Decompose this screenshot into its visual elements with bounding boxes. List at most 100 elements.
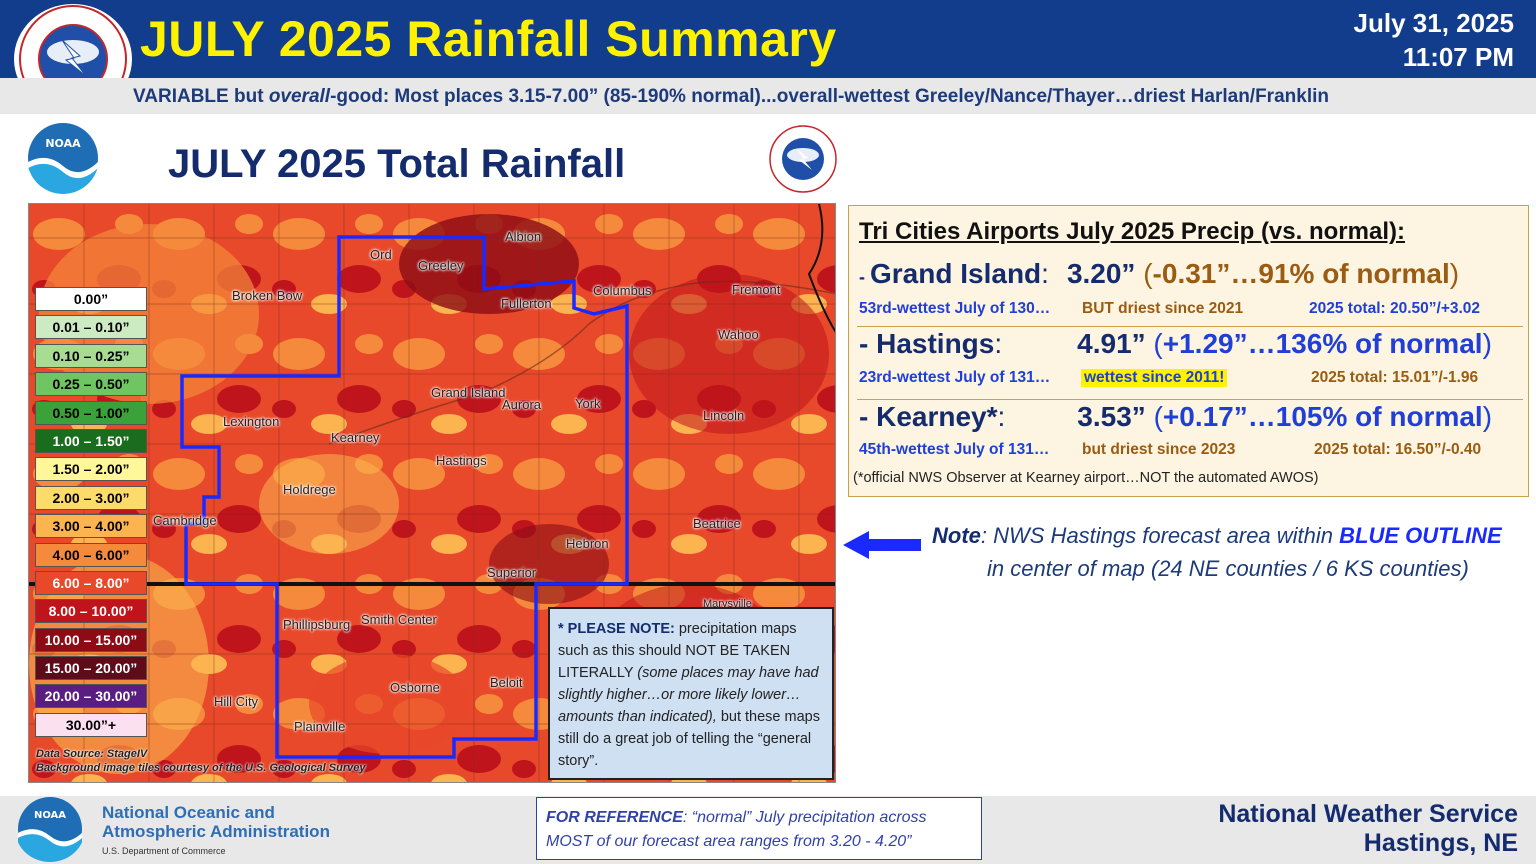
airport-value: 4.91” bbox=[1077, 328, 1146, 359]
forecast-area-outline bbox=[180, 235, 629, 759]
airport-rank: 45th-wettest July of 131… bbox=[859, 441, 1050, 458]
legend-item: 0.50 – 1.00” bbox=[35, 400, 147, 425]
forecast-area-note-line1: Note: NWS Hastings forecast area within … bbox=[932, 519, 1502, 552]
reference-box: FOR REFERENCE: “normal” July precipitati… bbox=[536, 797, 982, 860]
airport-dash: - bbox=[859, 267, 870, 287]
precip-disclaimer: * PLEASE NOTE: precipitation maps such a… bbox=[548, 607, 834, 780]
airport-departure: -0.31”…91% of normal bbox=[1152, 258, 1450, 289]
legend-item: 10.00 – 15.00” bbox=[35, 627, 147, 652]
city-label: Beatrice bbox=[693, 516, 741, 531]
airport-rank: 23rd-wettest July of 131… bbox=[859, 369, 1051, 386]
airport-paren-close: ) bbox=[1482, 328, 1492, 359]
header-bar bbox=[0, 0, 1536, 78]
city-label: Hill City bbox=[214, 694, 259, 709]
legend-item: 1.00 – 1.50” bbox=[35, 428, 147, 453]
legend-item: 1.50 – 2.00” bbox=[35, 457, 147, 482]
city-label: Lincoln bbox=[703, 408, 745, 423]
legend-item: 0.01 – 0.10” bbox=[35, 315, 147, 340]
subtitle-part-2: -good: Most places 3.15-7.00” (85-190% n… bbox=[330, 86, 1329, 107]
airport-stats-panel: Tri Cities Airports July 2025 Precip (vs… bbox=[848, 205, 1529, 497]
city-label: Superior bbox=[487, 565, 537, 580]
city-label: Osborne bbox=[390, 680, 440, 695]
disclaimer-text-2: but these maps still do a great job of t… bbox=[558, 709, 820, 769]
svg-text:NOAA: NOAA bbox=[45, 137, 81, 150]
airport-value: 3.53” bbox=[1077, 401, 1146, 432]
airport-paren-open: ( bbox=[1135, 258, 1153, 289]
disclaimer-text-1: precipitation maps such as this should N… bbox=[558, 621, 797, 681]
airport-line: - Kearney*: 3.53” (+0.17”…105% of normal) bbox=[859, 401, 1492, 433]
airport-value: 3.20” bbox=[1066, 258, 1136, 289]
reference-label: FOR REFERENCE bbox=[546, 809, 683, 826]
airport-colon: : bbox=[1041, 258, 1049, 289]
legend-item: 2.00 – 3.00” bbox=[35, 485, 147, 510]
date-time: July 31, 2025 11:07 PM bbox=[1354, 6, 1514, 74]
map-title: JULY 2025 Total Rainfall bbox=[168, 142, 626, 186]
legend-item: 8.00 – 10.00” bbox=[35, 599, 147, 624]
airport-paren-open: ( bbox=[1145, 401, 1163, 432]
legend-item: 0.10 – 0.25” bbox=[35, 343, 147, 368]
airport-note: but driest since 2023 bbox=[1082, 441, 1236, 458]
city-label: Holdrege bbox=[283, 482, 336, 497]
airport-paren-open: ( bbox=[1145, 328, 1163, 359]
legend-item: 20.00 – 30.00” bbox=[35, 684, 147, 709]
date-text: July 31, 2025 bbox=[1353, 8, 1514, 38]
noaa-footer-logo: NOAA bbox=[15, 796, 85, 862]
city-label: Smith Center bbox=[361, 612, 437, 627]
map-credit-tiles: Background image tiles courtesy of the U… bbox=[36, 762, 366, 774]
note-text: : NWS Hastings forecast area within bbox=[980, 523, 1340, 548]
city-label: Broken Bow bbox=[232, 288, 303, 303]
city-label: Albion bbox=[505, 229, 542, 244]
legend-item: 0.00” bbox=[35, 287, 147, 311]
city-label: Fullerton bbox=[501, 296, 552, 311]
airport-paren-close: ) bbox=[1449, 258, 1460, 289]
airport-dash: - bbox=[859, 328, 877, 359]
nws-office-line1: National Weather Service bbox=[1218, 800, 1518, 828]
airport-name: Grand Island bbox=[870, 258, 1042, 289]
disclaimer-italic: (some places may have had slightly highe… bbox=[558, 665, 819, 725]
airport-line: - Grand Island: 3.20” (-0.31”…91% of norm… bbox=[859, 258, 1459, 290]
city-label: Hastings bbox=[436, 453, 487, 468]
city-label: Ord bbox=[370, 247, 392, 262]
airport-total: 2025 total: 15.01”/-1.96 bbox=[1311, 369, 1479, 386]
nws-logo bbox=[14, 4, 132, 114]
airport-line: - Hastings: 4.91” (+1.29”…136% of normal) bbox=[859, 328, 1492, 360]
airport-total: 2025 total: 16.50”/-0.40 bbox=[1314, 441, 1482, 458]
airport-departure: +0.17”…105% of normal bbox=[1162, 401, 1483, 432]
subtitle-italic: overall bbox=[268, 86, 331, 107]
note-label: Note bbox=[932, 523, 981, 548]
time-text: 11:07 PM bbox=[1402, 42, 1514, 72]
airport-name: Hastings bbox=[876, 328, 995, 359]
airport-note: wettest since 2011! bbox=[1081, 369, 1228, 387]
city-label: Fremont bbox=[732, 282, 781, 297]
city-label: Beloit bbox=[490, 675, 523, 690]
airport-note: BUT driest since 2021 bbox=[1082, 300, 1244, 317]
noaa-agency-name: National Oceanic and Atmospheric Adminis… bbox=[102, 803, 330, 841]
airport-paren-close: ) bbox=[1482, 401, 1493, 432]
reference-text: : “normal” July precipitation across MOS… bbox=[546, 809, 927, 850]
nws-office-line2: Hastings, NE bbox=[1363, 829, 1518, 857]
commerce-dept: U.S. Department of Commerce bbox=[102, 846, 226, 856]
map-credit-source: Data Source: StageIV bbox=[36, 748, 148, 760]
forecast-area-note-line2: in center of map (24 NE counties / 6 KS … bbox=[987, 556, 1469, 581]
nws-logo-small bbox=[768, 124, 838, 194]
svg-text:NOAA: NOAA bbox=[34, 810, 66, 821]
legend-item: 4.00 – 6.00” bbox=[35, 542, 147, 567]
legend-item: 6.00 – 8.00” bbox=[35, 570, 147, 595]
map-legend: 0.00” 0.01 – 0.10” 0.10 – 0.25” 0.25 – 0.50… bbox=[35, 287, 147, 741]
disclaimer-heading: * PLEASE NOTE: bbox=[558, 621, 675, 637]
stats-footnote: (*official NWS Observer at Kearney airpo… bbox=[853, 470, 1319, 486]
legend-item: 15.00 – 20.00” bbox=[35, 656, 147, 681]
city-label: Lexington bbox=[223, 414, 280, 429]
airport-colon: : bbox=[994, 328, 1003, 359]
forecast-area-note: Note: NWS Hastings forecast area within … bbox=[932, 519, 1502, 585]
stats-heading: Tri Cities Airports July 2025 Precip (vs… bbox=[859, 218, 1405, 245]
city-label: Grand Island bbox=[431, 385, 506, 400]
legend-item: 0.25 – 0.50” bbox=[35, 372, 147, 397]
city-label: Kearney bbox=[331, 430, 380, 445]
city-label: Hebron bbox=[566, 536, 609, 551]
city-label: York bbox=[575, 396, 601, 411]
airport-total: 2025 total: 20.50”/+3.02 bbox=[1309, 300, 1481, 317]
subtitle-bar bbox=[0, 78, 1536, 114]
city-label: Greeley bbox=[418, 258, 464, 273]
noaa-logo: NOAA bbox=[27, 122, 99, 194]
